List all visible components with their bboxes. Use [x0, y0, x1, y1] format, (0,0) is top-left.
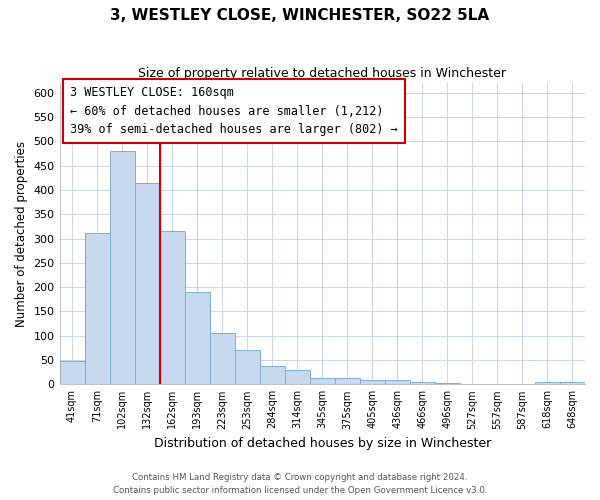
Bar: [310, 378, 335, 384]
Bar: [410, 382, 435, 384]
Bar: [185, 292, 209, 384]
Text: Contains HM Land Registry data © Crown copyright and database right 2024.
Contai: Contains HM Land Registry data © Crown c…: [113, 474, 487, 495]
Bar: [209, 334, 235, 384]
Bar: [110, 151, 134, 384]
Text: 3, WESTLEY CLOSE, WINCHESTER, SO22 5LA: 3, WESTLEY CLOSE, WINCHESTER, SO22 5LA: [110, 8, 490, 22]
Bar: [285, 370, 310, 384]
Title: Size of property relative to detached houses in Winchester: Size of property relative to detached ho…: [138, 68, 506, 80]
Bar: [435, 383, 460, 384]
Bar: [560, 382, 585, 384]
Bar: [134, 182, 160, 384]
Bar: [260, 366, 285, 384]
X-axis label: Distribution of detached houses by size in Winchester: Distribution of detached houses by size …: [154, 437, 491, 450]
Bar: [85, 232, 110, 384]
Y-axis label: Number of detached properties: Number of detached properties: [15, 140, 28, 326]
Text: 3 WESTLEY CLOSE: 160sqm
← 60% of detached houses are smaller (1,212)
39% of semi: 3 WESTLEY CLOSE: 160sqm ← 60% of detache…: [70, 86, 398, 136]
Bar: [235, 350, 260, 384]
Bar: [335, 378, 360, 384]
Bar: [535, 382, 560, 384]
Bar: [59, 362, 85, 384]
Bar: [360, 380, 385, 384]
Bar: [385, 380, 410, 384]
Bar: [160, 232, 185, 384]
